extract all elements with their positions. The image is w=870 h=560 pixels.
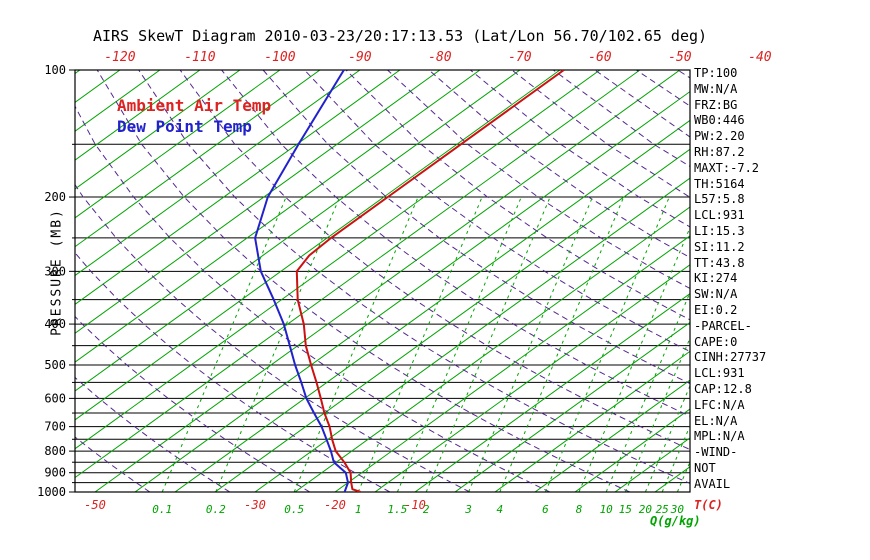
stat-line: EI:0.2 — [694, 302, 738, 317]
top-temp-label: -110 — [184, 50, 215, 65]
stat-line: CINH:27737 — [694, 350, 767, 365]
bottom-temp-label: -50 — [84, 498, 106, 512]
legend-dew-point-temp: Dew Point Temp — [117, 117, 252, 136]
stat-line: AVAIL — [694, 476, 731, 491]
legend-ambient-air-temp: Ambient Air Temp — [117, 96, 272, 115]
mixing-ratio-label: 3 — [464, 503, 472, 516]
pressure-tick-label: 500 — [44, 358, 66, 372]
mixing-ratio-label: 6 — [542, 503, 549, 516]
mixing-ratio-label: 0.1 — [152, 503, 172, 516]
isotherm-lines — [75, 70, 690, 492]
stat-line: TH:5164 — [694, 176, 745, 191]
top-temp-label: -90 — [348, 50, 372, 65]
stat-line: RH:87.2 — [694, 144, 745, 159]
mixing-ratio-label: 20 — [639, 503, 653, 516]
stat-line: FRZ:BG — [694, 97, 738, 112]
top-temp-label: -120 — [104, 50, 135, 65]
plot-frame — [69, 69, 691, 493]
stat-line: -PARCEL- — [694, 318, 752, 333]
pressure-tick-label: 400 — [44, 317, 66, 331]
stat-line: WB0:446 — [694, 113, 745, 128]
stat-line: CAP:12.8 — [694, 381, 752, 396]
stats-column: TP:100 MW:N/A FRZ:BG WB0:446 PW:2.20 RH:87.2 M… — [694, 66, 870, 493]
pressure-tick-label: 900 — [44, 466, 66, 480]
stat-line: TP:100 — [694, 66, 738, 80]
pressure-tick-label: 200 — [44, 190, 66, 204]
top-temp-label: -60 — [588, 50, 612, 65]
stat-line: KI:274 — [694, 271, 738, 286]
mixing-ratio-label: 15 — [619, 503, 632, 516]
axis-labels: 100 200 300 400 500 600 700 800 900 1000 -120 -110 -… — [37, 50, 772, 516]
stat-line: -WIND- — [694, 445, 738, 460]
top-temp-label: -100 — [264, 50, 295, 65]
stat-line: MW:N/A — [694, 81, 738, 96]
stat-line: CAPE:0 — [694, 334, 738, 349]
y-axis-label-pressure: PRESSURE (MB) — [49, 208, 65, 336]
stat-line: MAXT:-7.2 — [694, 160, 760, 175]
x-axis-unit-mixing-ratio: Q(g/kg) — [650, 514, 701, 528]
stat-line: PW:2.20 — [694, 129, 745, 144]
stat-line: NOT — [694, 460, 716, 475]
mixing-ratio-label: 10 — [600, 503, 614, 516]
stat-line: EL:N/A — [694, 413, 738, 428]
top-temp-label: -70 — [508, 50, 532, 65]
pressure-tick-label: 800 — [44, 444, 66, 458]
pressure-tick-label: 700 — [44, 420, 66, 434]
mixing-ratio-label: 0.5 — [284, 503, 304, 516]
stat-line: SW:N/A — [694, 287, 738, 302]
mixing-ratio-label: 1.5 — [387, 503, 407, 516]
bottom-temp-label: -20 — [324, 498, 346, 512]
stat-line: LI:15.3 — [694, 223, 745, 238]
stat-line: SI:11.2 — [694, 239, 745, 254]
mixing-ratio-label: 0.2 — [206, 503, 226, 516]
top-temp-label: -80 — [428, 50, 452, 65]
stat-line: LCL:931 — [694, 366, 745, 381]
mixing-ratio-label: 30 — [670, 503, 685, 516]
pressure-tick-label: 600 — [44, 391, 66, 405]
top-temp-label: -50 — [668, 50, 692, 65]
stat-line: LCL:931 — [694, 208, 745, 223]
mixing-ratio-label: 2 — [423, 503, 430, 516]
stat-line: TT:43.8 — [694, 255, 745, 270]
ambient-temp-curve — [295, 70, 565, 492]
mixing-ratio-label: 4 — [496, 503, 503, 516]
pressure-tick-label: 100 — [44, 63, 66, 77]
top-temp-label: -40 — [748, 50, 772, 65]
stat-line: L57:5.8 — [694, 192, 745, 207]
sounding-curves — [254, 70, 565, 492]
mixing-ratio-label: 8 — [576, 503, 583, 516]
mixing-ratio-lines — [161, 196, 690, 492]
mixing-ratio-label: 1 — [355, 503, 362, 516]
stat-line: MPL:N/A — [694, 429, 745, 444]
dew-point-curve — [254, 70, 349, 492]
x-axis-unit-temperature: T(C) — [694, 498, 723, 512]
pressure-tick-label: 1000 — [37, 485, 66, 499]
stat-line: LFC:N/A — [694, 397, 745, 412]
bottom-temp-label: -10 — [404, 498, 426, 512]
mixing-ratio-label: 25 — [656, 503, 669, 516]
bottom-temp-label: -30 — [244, 498, 266, 512]
pressure-tick-label: 300 — [44, 264, 66, 278]
chart-title: AIRS SkewT Diagram 2010-03-23/20:17:13.5… — [92, 27, 708, 45]
